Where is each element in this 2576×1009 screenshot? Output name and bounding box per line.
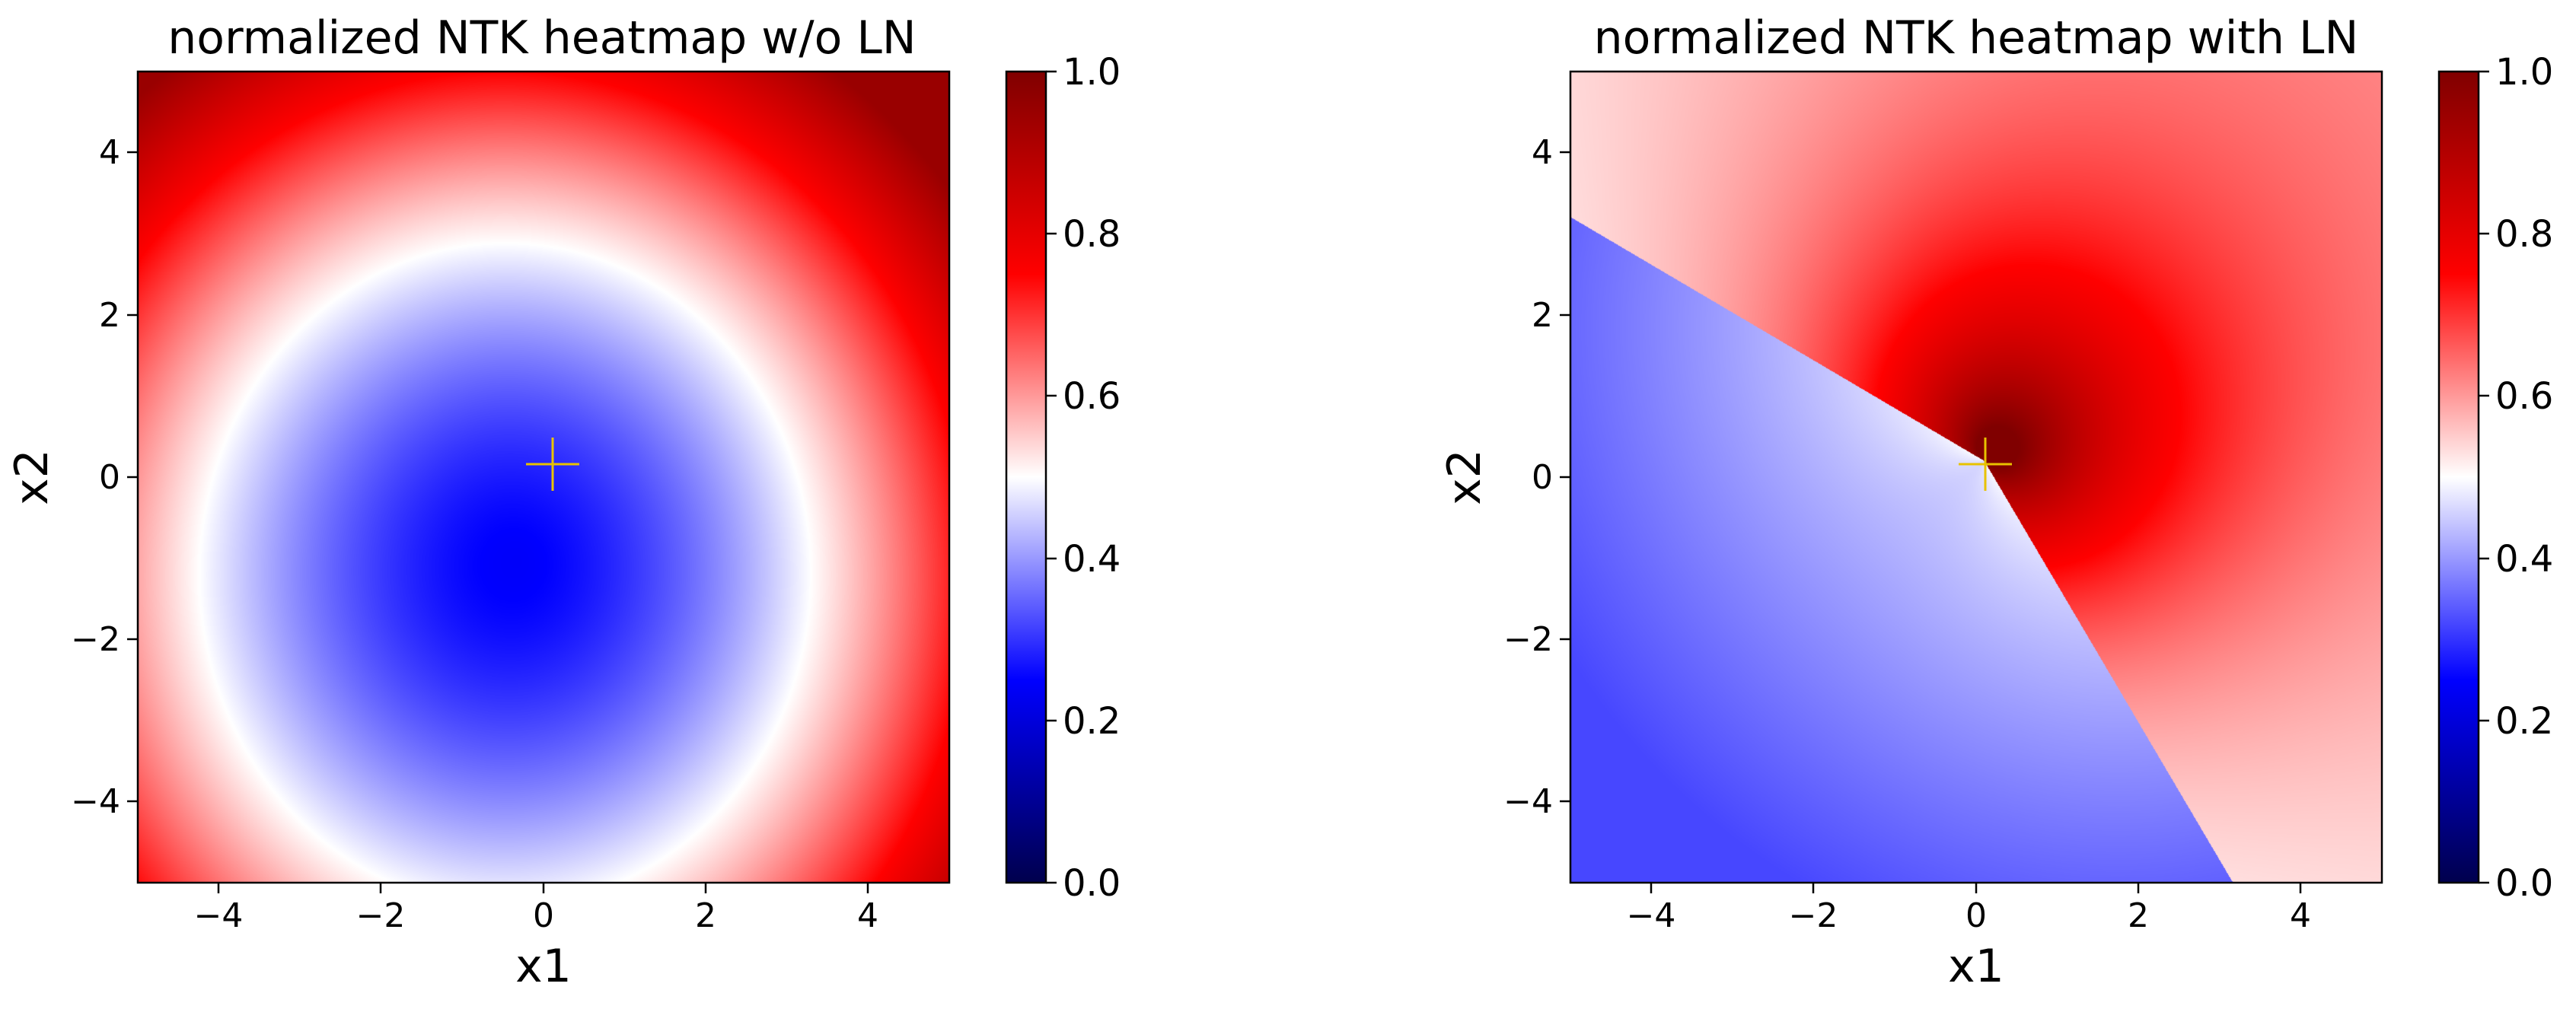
y-tick-label: 0 (1532, 458, 1553, 497)
y-tick-label: 4 (1532, 133, 1553, 172)
y-tick-label: 2 (99, 296, 120, 335)
x-tick-label: −2 (1789, 896, 1838, 935)
colorbar-tick-label: 0.8 (1063, 213, 1121, 256)
colorbar-gradient (2439, 72, 2479, 883)
y-tick-label: 0 (99, 458, 120, 497)
colorbar-tick-label: 0.8 (2495, 213, 2553, 256)
x-tick-label: −4 (194, 896, 244, 935)
x-tick-label: 0 (533, 896, 554, 935)
colorbar-tick-label: 0.4 (2495, 538, 2553, 581)
y-tick-label: −2 (1503, 620, 1553, 659)
heatmap-image (1570, 72, 2382, 883)
reference-point-marker (526, 438, 579, 491)
colorbar: 0.0 0.2 0.4 0.6 0.8 1.0 (1005, 51, 1121, 905)
x-tick-label: 2 (2128, 896, 2149, 935)
y-axis: −4 −2 0 2 4 x2 (5, 133, 138, 821)
y-tick-label: −4 (1503, 782, 1553, 821)
chart-title: normalized NTK heatmap with LN (1594, 11, 2359, 65)
x-axis: −4 −2 0 2 4 x1 (194, 883, 878, 993)
y-tick-label: −2 (71, 620, 120, 659)
y-axis: −4 −2 0 2 4 x2 (1438, 133, 1570, 821)
heatmap-panel-without-ln: normalized NTK heatmap w/o LN −4 −2 0 2 … (5, 11, 1121, 993)
x-tick-label: −2 (356, 896, 406, 935)
y-tick-label: 4 (99, 133, 120, 172)
y-axis-label: x2 (5, 449, 59, 505)
chart-title: normalized NTK heatmap w/o LN (167, 11, 916, 65)
colorbar-tick-label: 0.2 (2495, 700, 2553, 743)
colorbar: 0.0 0.2 0.4 0.6 0.8 1.0 (2437, 51, 2553, 905)
x-tick-label: 4 (857, 896, 878, 935)
colorbar-tick-label: 0.6 (2495, 375, 2553, 418)
x-tick-label: 0 (1965, 896, 1987, 935)
reference-point-marker (1959, 438, 2012, 491)
x-tick-label: 2 (695, 896, 716, 935)
x-tick-label: 4 (2290, 896, 2311, 935)
x-axis: −4 −2 0 2 4 x1 (1627, 883, 2311, 993)
colorbar-gradient (1006, 72, 1046, 883)
heatmap-panel-with-ln: normalized NTK heatmap with LN −4 −2 0 2… (1438, 11, 2553, 993)
x-axis-label: x1 (515, 940, 572, 993)
heatmap-image (138, 72, 949, 883)
colorbar-tick-label: 0.6 (1063, 375, 1121, 418)
colorbar-tick-label: 1.0 (2495, 51, 2553, 94)
y-tick-label: 2 (1532, 296, 1553, 335)
x-axis-label: x1 (1948, 940, 2004, 993)
colorbar-frame (1005, 70, 1047, 884)
y-tick-label: −4 (71, 782, 120, 821)
y-axis-label: x2 (1438, 449, 1491, 505)
x-tick-label: −4 (1627, 896, 1676, 935)
colorbar-tick-label: 0.2 (1063, 700, 1121, 743)
colorbar-tick-label: 0.0 (1063, 862, 1121, 905)
colorbar-tick-label: 0.0 (2495, 862, 2553, 905)
colorbar-tick-label: 1.0 (1063, 51, 1121, 94)
colorbar-tick-label: 0.4 (1063, 538, 1121, 581)
colorbar-frame (2437, 70, 2480, 884)
